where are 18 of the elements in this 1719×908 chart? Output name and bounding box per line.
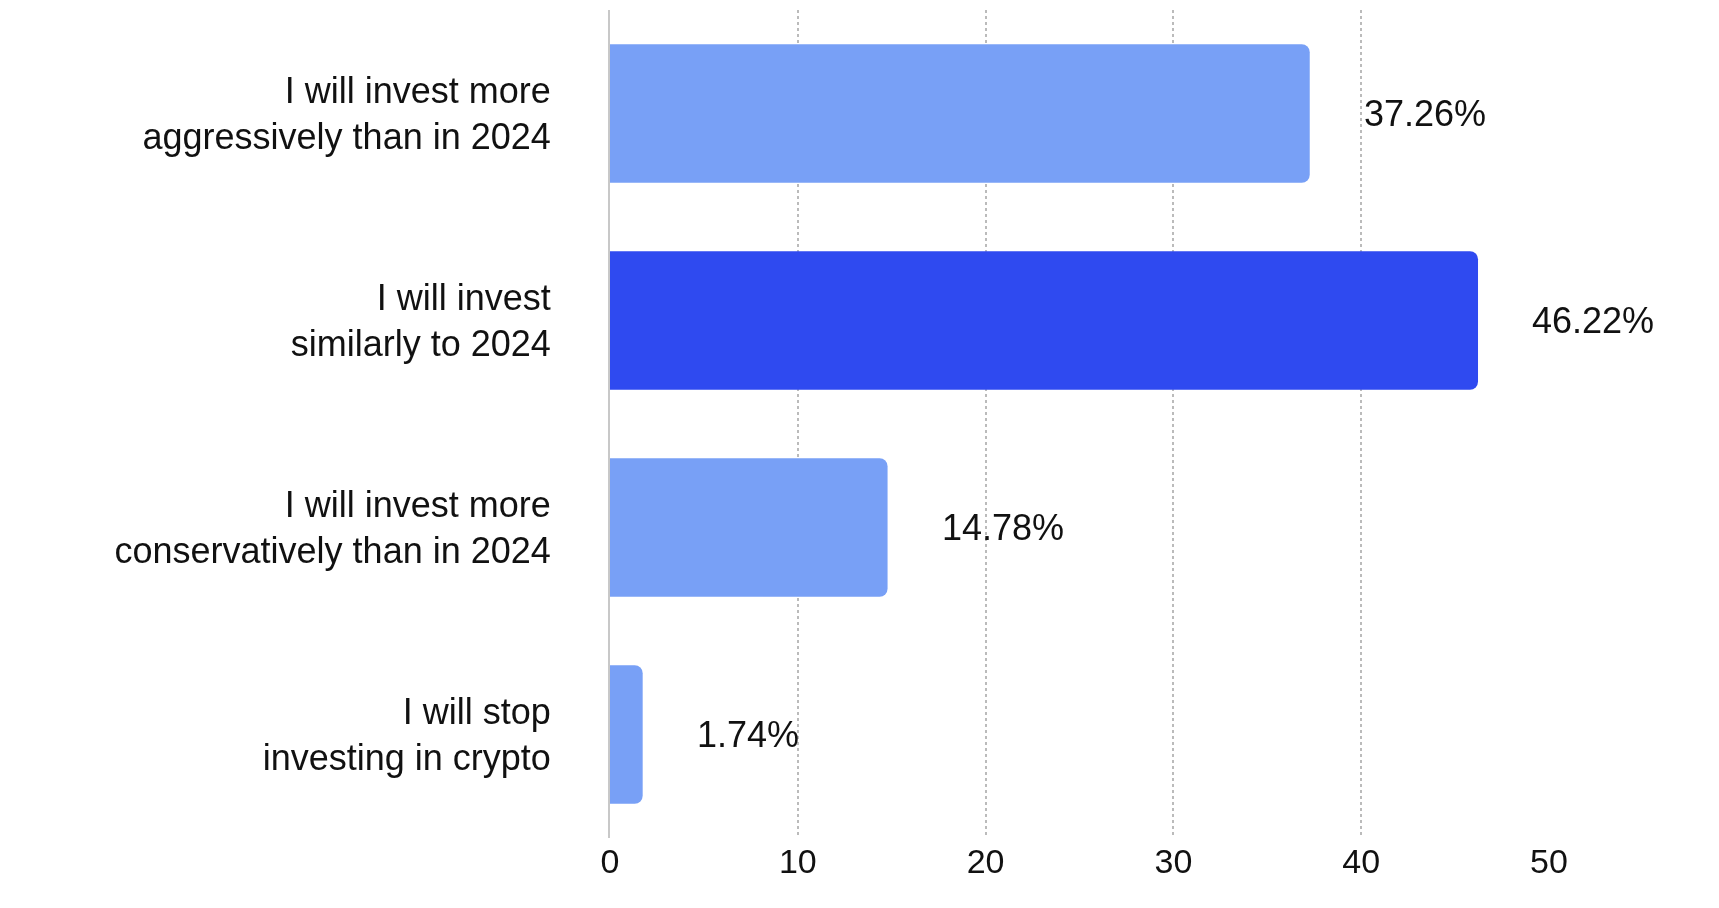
bar xyxy=(610,44,1310,183)
bar xyxy=(610,458,888,597)
x-tick-label: 20 xyxy=(966,842,1005,880)
data-label: 37.26% xyxy=(1364,93,1487,134)
x-tick-label: 50 xyxy=(1530,842,1568,880)
x-tick-label: 30 xyxy=(1154,842,1193,880)
data-label: 46.22% xyxy=(1532,300,1655,341)
x-tick-label: 10 xyxy=(778,842,817,880)
bar xyxy=(610,251,1479,390)
y-tick-label: I will stop investing in crypto xyxy=(262,690,551,779)
data-label: 14.78% xyxy=(942,507,1065,548)
data-label: 1.74% xyxy=(697,714,800,755)
y-tick-label: I will invest more conservatively than in 2024 xyxy=(114,483,551,572)
bar xyxy=(610,665,643,804)
x-tick-label: 0 xyxy=(600,842,620,880)
y-tick-label: I will invest more aggressively than in 2024 xyxy=(142,69,551,158)
x-tick-label: 40 xyxy=(1342,842,1381,880)
y-tick-label: I will invest similarly to 2024 xyxy=(290,276,551,365)
